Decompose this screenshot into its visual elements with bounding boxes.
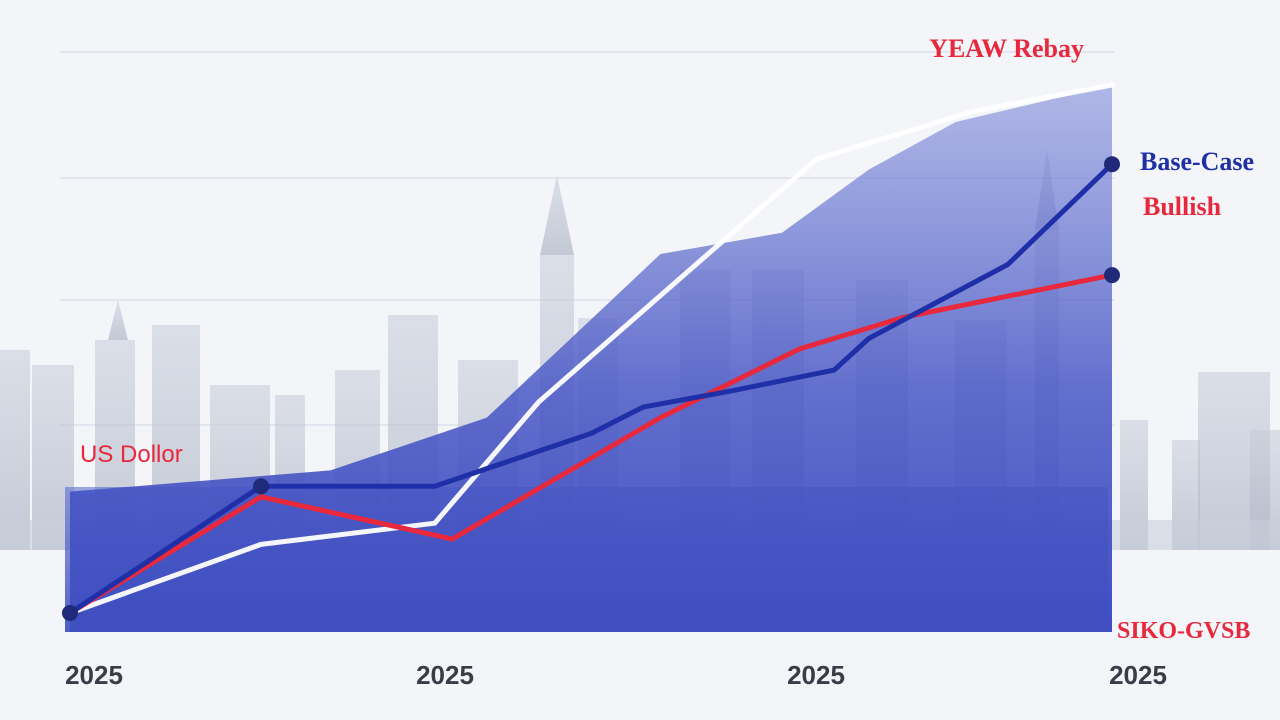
legend-label-bullish: Bullish <box>1143 192 1222 221</box>
data-point <box>62 605 78 621</box>
building-shape <box>108 300 128 340</box>
x-tick-label: 2025 <box>65 660 123 690</box>
building-shape <box>0 350 30 550</box>
annotation-us-dollor: US Dollor <box>80 441 183 468</box>
data-point <box>1104 156 1120 173</box>
x-tick-label: 2025 <box>787 660 845 690</box>
annotation-title: YEAW Rebay <box>929 34 1084 63</box>
x-axis-ticks: 2025 2025 2025 2025 <box>65 660 1167 690</box>
x-tick-label: 2025 <box>416 660 474 690</box>
annotation-siko-gvsb: SIKO-GVSB <box>1117 618 1250 644</box>
legend-label-base-case: Base-Case <box>1140 147 1254 176</box>
data-point <box>1104 267 1120 284</box>
building-shape <box>540 175 574 255</box>
plot-layer <box>62 82 1120 632</box>
series-line-white-trend <box>67 82 1115 616</box>
series-line-base-case <box>67 161 1115 616</box>
data-point <box>253 478 269 495</box>
x-tick-label: 2025 <box>1109 660 1167 690</box>
